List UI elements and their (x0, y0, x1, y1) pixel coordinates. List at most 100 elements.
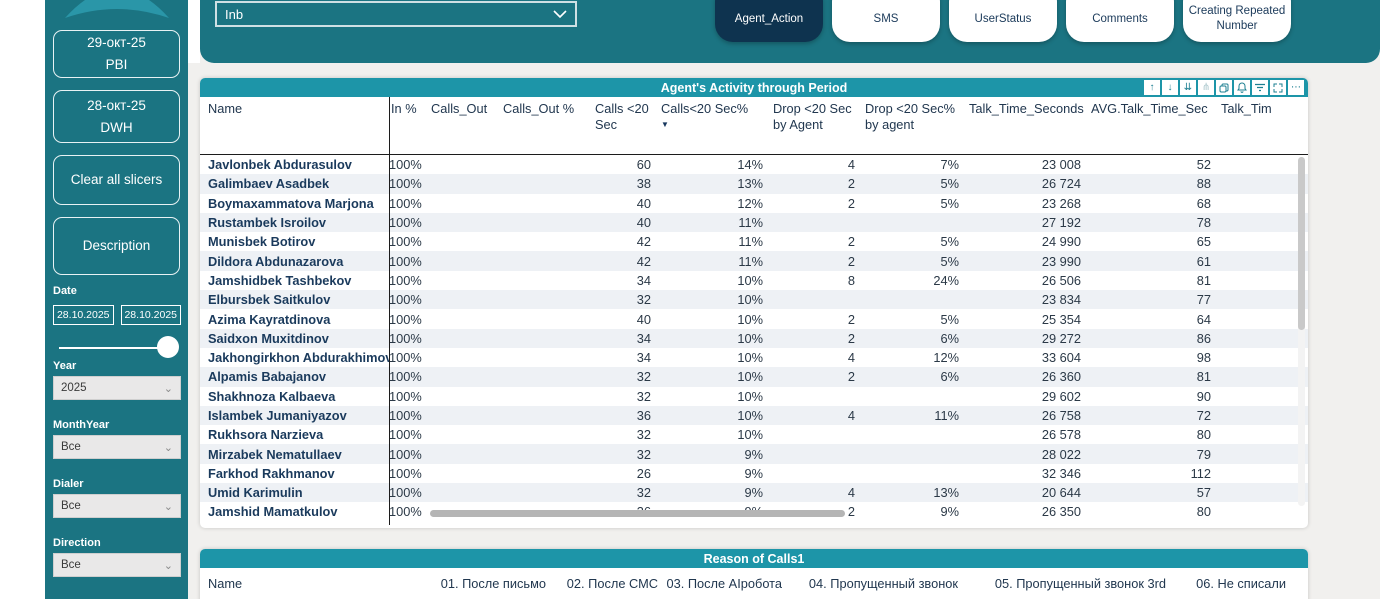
table-cell: Jamshid Mamatkulov (208, 504, 338, 520)
tab-comments[interactable]: Comments (1066, 0, 1174, 42)
horizontal-scrollbar-thumb[interactable] (430, 510, 845, 517)
table-cell: 29 602 (1041, 388, 1081, 404)
column-header[interactable]: Calls<20 Sec% ▼ (659, 97, 771, 130)
table-cell: 28 022 (1041, 446, 1081, 462)
table-cell: 100% (389, 272, 422, 288)
sidebar-filters: Year 2025 ⌄ MonthYear Все ⌄ Dialer Все ⌄ Directio… (53, 360, 181, 577)
table-cell: 100% (389, 330, 422, 346)
reason-column-header[interactable]: 03. После АIробота (666, 575, 782, 591)
table-cell: 36 (636, 408, 651, 423)
table-cell: 64 (1196, 311, 1211, 327)
company-logo (57, 0, 177, 20)
update-dwh-label: DWH (100, 119, 133, 135)
reason-column-header[interactable]: Name (208, 575, 243, 591)
table-cell: 14% (737, 157, 763, 173)
update-pbi-label: PBI (105, 57, 128, 72)
description-button[interactable]: Description (53, 217, 180, 275)
sort-descending-icon: ▼ (661, 119, 669, 129)
slider-thumb[interactable] (157, 336, 179, 358)
table-row[interactable]: Umid Karimulin 100% 32 9% 4 13% 20 644 57 (200, 483, 1308, 503)
table-cell: 81 (1196, 369, 1211, 385)
column-header[interactable]: Name (200, 97, 389, 117)
filter-group-dialer: Dialer Все ⌄ (53, 478, 181, 518)
table-row[interactable]: Boymaxammatova Marjona 100% 40 12% 2 5% 23 268… (200, 193, 1308, 213)
reason-column-header[interactable]: 06. Не списали (1196, 575, 1286, 591)
table-cell: 100% (389, 427, 422, 443)
reason-column-header[interactable]: 05. Пропущенный звонок 3rd (994, 575, 1166, 591)
direction-dropdown[interactable]: Inb (215, 1, 577, 27)
date-from-input[interactable]: 28.10.2025 (53, 305, 114, 325)
copy-icon[interactable] (1216, 80, 1232, 95)
vertical-scrollbar-track[interactable] (1298, 157, 1305, 506)
update-dwh-button[interactable]: 28-окт-25 DWH (53, 90, 180, 143)
table-row[interactable]: Jamshidbek Tashbekov 100% 34 10% 8 24% 26 506 8… (200, 270, 1308, 291)
table-cell: Umid Karimulin (208, 485, 303, 501)
table-row[interactable]: Javlonbek Abdurasulov 100% 60 14% 4 7% 23 008 5… (200, 155, 1308, 175)
direction-dropdown-value: Inb (225, 6, 244, 22)
dialer-select[interactable]: Все ⌄ (53, 494, 181, 518)
table-cell: 2 (847, 176, 855, 192)
table-row[interactable]: Azima Kayratdinova 100% 40 10% 2 5% 25 354 64 (200, 309, 1308, 329)
table-row[interactable]: Islambek Jumaniyazov 100% 36 10% 4 11% 26 758 7… (200, 405, 1308, 426)
select-value: 2025 (61, 382, 87, 394)
column-header[interactable]: Talk_Tim (1219, 97, 1299, 117)
column-header[interactable]: Talk_Time_Seconds (967, 97, 1089, 117)
table-cell: 23 834 (1041, 292, 1081, 308)
table-row[interactable]: Jakhongirkhon Abdurakhimov 100% 34 10% 4 12% 3… (200, 347, 1308, 368)
expand-next-level-icon[interactable]: ⇊ (1180, 80, 1196, 95)
column-header[interactable]: Calls_Out (429, 97, 501, 117)
table-row[interactable]: Farkhod Rakhmanov 100% 26 9% 32 346 112 (200, 463, 1308, 484)
table-cell: 10% (737, 292, 763, 308)
date-range-slider[interactable] (53, 335, 181, 361)
table-row[interactable]: Dildora Abdunazarova 100% 42 11% 2 5% 23 990 61 (200, 251, 1308, 271)
table-cell: 4 (847, 408, 855, 423)
tab-sms[interactable]: SMS (832, 0, 940, 42)
clear-all-slicers-button[interactable]: Clear all slicers (53, 155, 180, 205)
more-options-icon[interactable]: ⋯ (1288, 80, 1304, 95)
table-row[interactable]: Saidxon Muxitdinov 100% 34 10% 2 6% 29 272 86 (200, 328, 1308, 348)
column-header[interactable]: Calls_Out % (501, 97, 593, 117)
table-row[interactable]: Elbursbek Saitkulov 100% 32 10% 23 834 77 (200, 290, 1308, 310)
year-select[interactable]: 2025 ⌄ (53, 376, 181, 400)
column-header[interactable]: AVG.Talk_Time_Sec (1089, 97, 1219, 117)
vertical-scrollbar-thumb[interactable] (1298, 157, 1305, 330)
table-cell: 86 (1196, 330, 1211, 346)
table-cell: 100% (389, 504, 422, 520)
table-cell: 9% (744, 485, 764, 501)
table-row[interactable]: Shakhnoza Kalbaeva 100% 32 10% 29 602 90 (200, 386, 1308, 406)
reason-column-header[interactable]: 02. После СМС (566, 575, 658, 591)
expand-all-icon[interactable]: ⋔ (1198, 80, 1214, 95)
column-header[interactable]: Drop <20 Sec% by agent (863, 97, 967, 133)
tab-creating-repeated-number[interactable]: Creating Repeated Number (1183, 0, 1291, 42)
monthyear-select[interactable]: Все ⌄ (53, 435, 181, 459)
reason-column-header[interactable]: 01. После письмо (440, 575, 546, 591)
column-header[interactable]: Drop <20 Sec by Agent (771, 97, 863, 133)
table-row[interactable]: Rukhsora Narzieva 100% 32 10% 26 578 80 (200, 425, 1308, 445)
alert-icon[interactable] (1234, 80, 1250, 95)
tab-userstatus[interactable]: UserStatus (949, 0, 1057, 42)
tab-label: SMS (873, 12, 899, 25)
tab-label: Comments (1092, 12, 1148, 25)
direction-select[interactable]: Все ⌄ (53, 553, 181, 577)
table-row[interactable]: Munisbek Botirov 100% 42 11% 2 5% 24 990 65 (200, 232, 1308, 252)
table-row[interactable]: Galimbaev Asadbek 100% 38 13% 2 5% 26 724 88 (200, 174, 1308, 194)
column-header[interactable]: In % (389, 97, 429, 117)
table-cell: 2 (847, 504, 855, 520)
table-cell: 80 (1196, 504, 1211, 520)
column-header[interactable]: Calls <20 Sec (593, 97, 659, 133)
reason-of-calls-panel: Reason of Calls1 Name 01. После письмо 02.… (200, 549, 1308, 599)
update-pbi-button[interactable]: 29-окт-25 PBI (53, 30, 180, 78)
tab-agent-action[interactable]: Agent_Action (715, 0, 823, 42)
filter-lines-icon[interactable] (1252, 80, 1268, 95)
table-row[interactable]: Mirzabek Nematullaev 100% 32 9% 28 022 79 (200, 444, 1308, 464)
drill-down-icon[interactable]: ↓ (1162, 80, 1178, 95)
table-cell: Dildora Abdunazarova (208, 253, 344, 269)
table-cell: 2 (847, 253, 855, 269)
drill-up-icon[interactable]: ↑ (1144, 80, 1160, 95)
table-row[interactable]: Alpamis Babajanov 100% 32 10% 2 6% 26 360 81 (200, 367, 1308, 387)
table-row[interactable]: Rustambek Isroilov 100% 40 11% 27 192 78 (200, 212, 1308, 233)
table-cell: 5% (940, 234, 960, 250)
focus-mode-icon[interactable] (1270, 80, 1286, 95)
date-to-input[interactable]: 28.10.2025 (120, 305, 181, 325)
reason-column-header[interactable]: 04. Пропущенный звонок (808, 575, 958, 591)
